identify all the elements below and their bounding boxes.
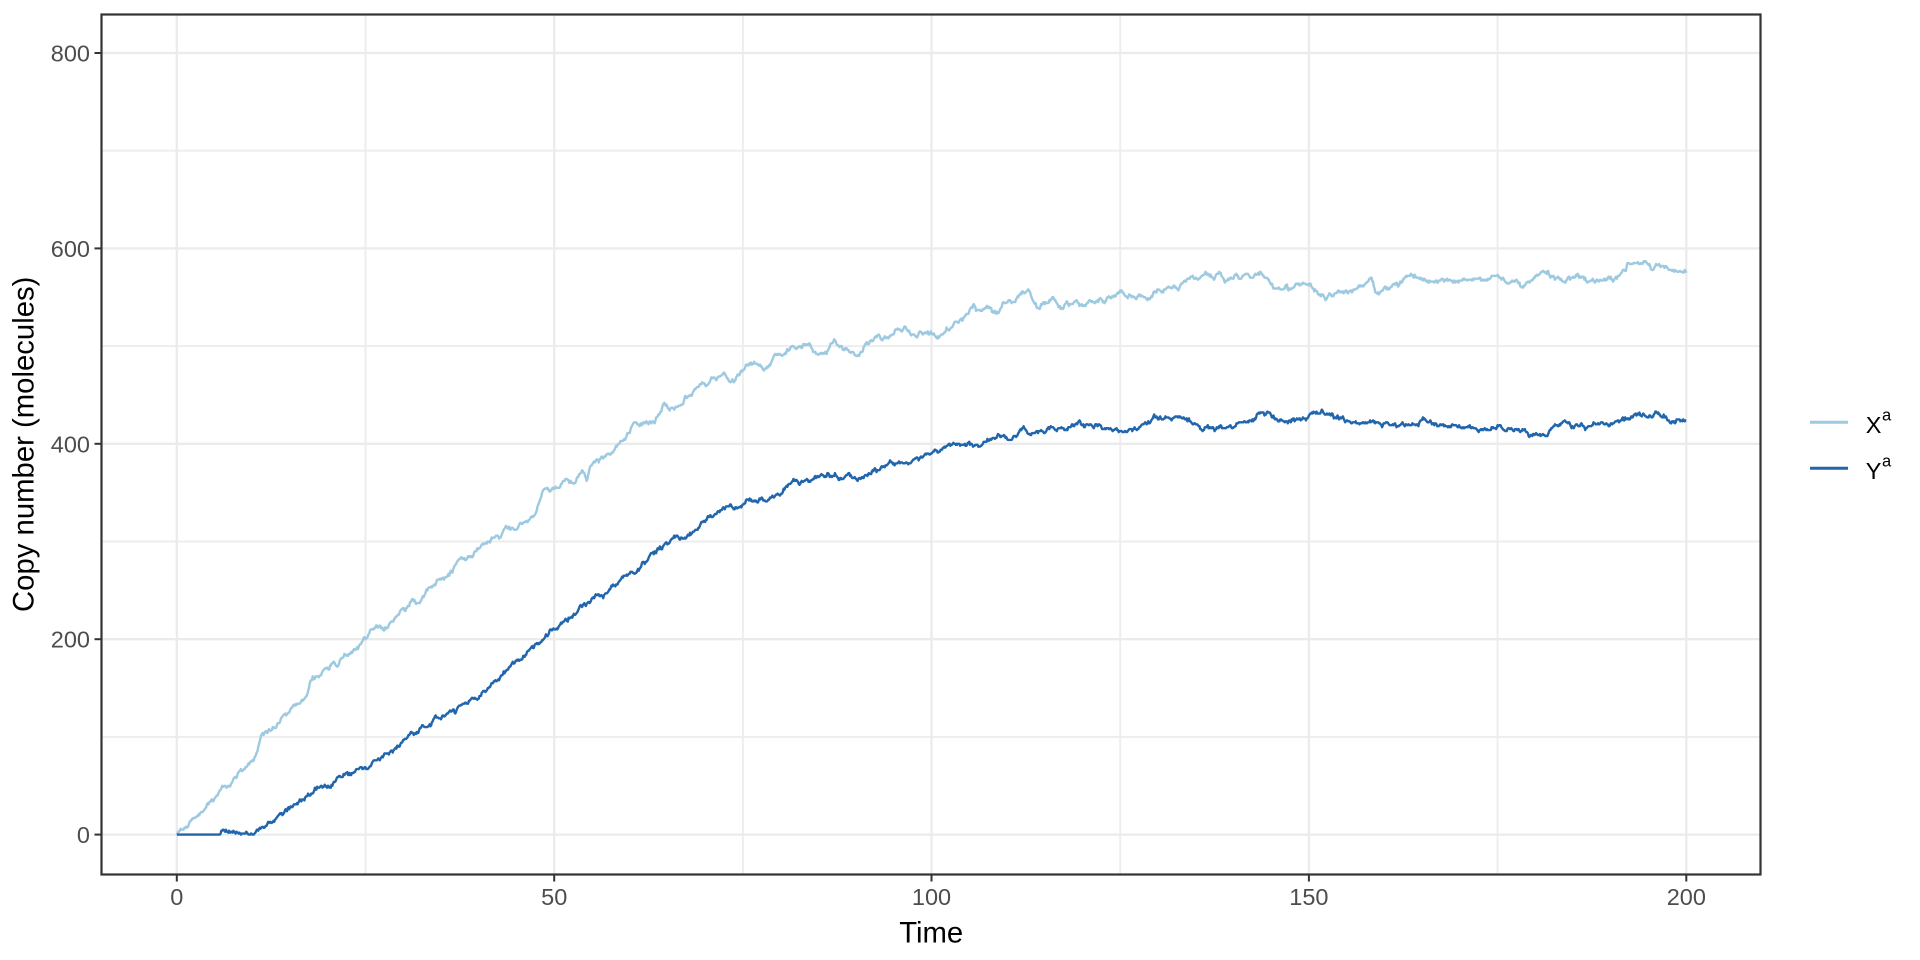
svg-text:150: 150 bbox=[1289, 884, 1328, 910]
svg-text:a: a bbox=[1882, 453, 1892, 471]
svg-text:600: 600 bbox=[51, 236, 90, 262]
svg-text:Copy number (molecules): Copy number (molecules) bbox=[8, 277, 41, 612]
svg-text:50: 50 bbox=[541, 884, 567, 910]
svg-text:100: 100 bbox=[912, 884, 951, 910]
svg-text:0: 0 bbox=[170, 884, 183, 910]
svg-text:Y: Y bbox=[1866, 458, 1882, 484]
svg-text:200: 200 bbox=[51, 627, 90, 653]
svg-text:800: 800 bbox=[51, 41, 90, 67]
svg-text:Time: Time bbox=[899, 917, 963, 950]
svg-text:400: 400 bbox=[51, 431, 90, 457]
svg-text:0: 0 bbox=[77, 822, 90, 848]
svg-text:X: X bbox=[1866, 412, 1882, 438]
svg-text:200: 200 bbox=[1667, 884, 1706, 910]
svg-text:a: a bbox=[1882, 407, 1892, 425]
